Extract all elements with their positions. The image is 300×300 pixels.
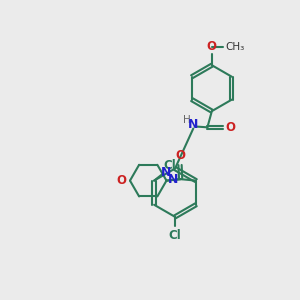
Text: O: O	[207, 40, 217, 53]
Text: N: N	[188, 118, 199, 131]
Text: O: O	[175, 149, 185, 162]
Text: N: N	[168, 172, 178, 186]
Text: H: H	[183, 115, 191, 125]
Text: O: O	[116, 174, 126, 187]
Text: CH₃: CH₃	[225, 42, 244, 52]
Text: Cl: Cl	[164, 159, 176, 172]
Text: O: O	[225, 121, 235, 134]
Text: Cl: Cl	[169, 229, 182, 242]
Text: N: N	[161, 166, 171, 179]
